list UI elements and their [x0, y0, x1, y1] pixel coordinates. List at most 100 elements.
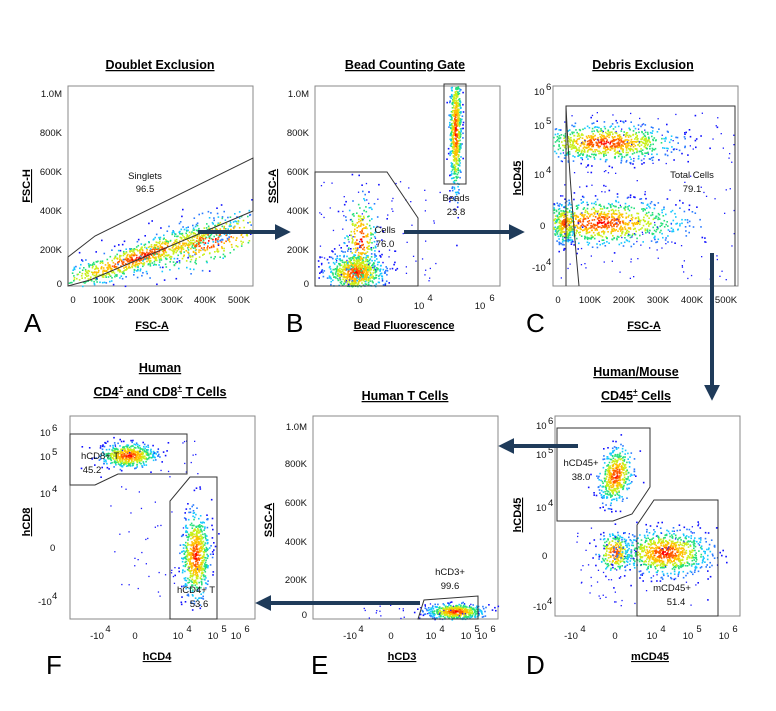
event-dot: [136, 256, 138, 259]
event-dot: [631, 219, 633, 221]
event-dot: [592, 206, 595, 209]
event-dot: [621, 137, 623, 140]
event-dot: [158, 259, 161, 261]
event-dot: [458, 116, 460, 118]
event-dot: [360, 275, 363, 278]
event-dot: [101, 276, 104, 278]
event-dot: [362, 190, 364, 193]
event-dot: [208, 237, 211, 240]
event-dot: [217, 243, 220, 245]
event-dot: [686, 221, 689, 224]
event-dot: [613, 136, 616, 138]
event-dot: [600, 142, 603, 145]
event-dot: [687, 160, 689, 163]
event-dot: [339, 271, 342, 274]
event-dot: [579, 136, 582, 139]
event-dot: [175, 238, 178, 241]
event-dot: [661, 211, 663, 214]
event-dot: [630, 245, 633, 248]
event-dot: [587, 228, 589, 230]
event-dot: [681, 265, 683, 267]
event-dot: [114, 266, 117, 268]
event-dot: [618, 214, 621, 216]
event-dot: [563, 139, 566, 142]
event-dot: [456, 134, 459, 136]
event-dot: [647, 139, 649, 142]
event-dot: [178, 240, 181, 242]
event-dot: [450, 133, 453, 136]
event-dot: [596, 229, 598, 231]
event-dot: [192, 229, 195, 231]
event-dot: [100, 266, 103, 268]
event-dot: [604, 150, 607, 152]
event-dot: [617, 135, 619, 137]
event-dot: [373, 240, 376, 243]
event-dot: [172, 253, 175, 255]
panel-c-ytick-exp: 5: [546, 116, 551, 127]
event-dot: [587, 217, 589, 219]
event-dot: [123, 270, 125, 272]
event-dot: [609, 141, 612, 144]
event-dot: [618, 212, 621, 214]
event-dot: [458, 137, 461, 139]
event-dot: [601, 480, 604, 483]
event-dot: [451, 129, 453, 131]
event-dot: [240, 245, 243, 247]
event-dot: [341, 272, 343, 275]
event-dot: [651, 130, 654, 132]
event-dot: [460, 111, 462, 114]
event-dot: [590, 213, 592, 216]
event-dot: [611, 228, 613, 230]
event-dot: [347, 236, 349, 238]
event-dot: [646, 229, 648, 232]
event-dot: [145, 254, 147, 257]
event-dot: [611, 229, 613, 231]
event-dot: [453, 121, 455, 123]
event-dot: [656, 153, 658, 156]
event-dot: [355, 247, 357, 249]
event-dot: [637, 216, 640, 218]
event-dot: [203, 227, 206, 229]
event-dot: [358, 225, 360, 228]
event-dot: [372, 275, 374, 278]
event-dot: [161, 270, 164, 273]
event-dot: [603, 135, 605, 137]
event-dot: [627, 472, 630, 474]
event-dot: [337, 273, 339, 276]
event-dot: [559, 203, 561, 205]
event-dot: [561, 241, 564, 243]
event-dot: [457, 95, 459, 97]
event-dot: [458, 192, 460, 195]
event-dot: [366, 247, 368, 249]
event-dot: [354, 254, 357, 257]
event-dot: [584, 228, 587, 230]
event-dot: [601, 235, 604, 238]
event-dot: [629, 236, 632, 239]
event-dot: [606, 493, 609, 496]
event-dot: [612, 216, 614, 218]
event-dot: [454, 196, 456, 198]
event-dot: [192, 239, 195, 241]
event-dot: [685, 235, 688, 237]
event-dot: [232, 221, 235, 223]
event-dot: [605, 154, 607, 156]
panel-b: Bead Counting Gate Cells 76.0 Beads 23.8…: [267, 58, 501, 338]
event-dot: [597, 226, 599, 228]
event-dot: [456, 114, 459, 117]
event-dot: [694, 114, 697, 117]
event-dot: [130, 248, 133, 250]
event-dot: [196, 229, 198, 232]
event-dot: [611, 447, 614, 450]
event-dot: [611, 208, 614, 211]
event-dot: [648, 223, 651, 225]
event-dot: [360, 259, 362, 261]
event-dot: [653, 237, 656, 239]
event-dot: [592, 135, 595, 138]
event-dot: [367, 255, 369, 257]
event-dot: [353, 257, 355, 259]
event-dot: [640, 144, 643, 146]
event-dot: [591, 114, 594, 117]
event-dot: [352, 269, 355, 272]
event-dot: [454, 169, 456, 172]
event-dot: [623, 484, 625, 487]
